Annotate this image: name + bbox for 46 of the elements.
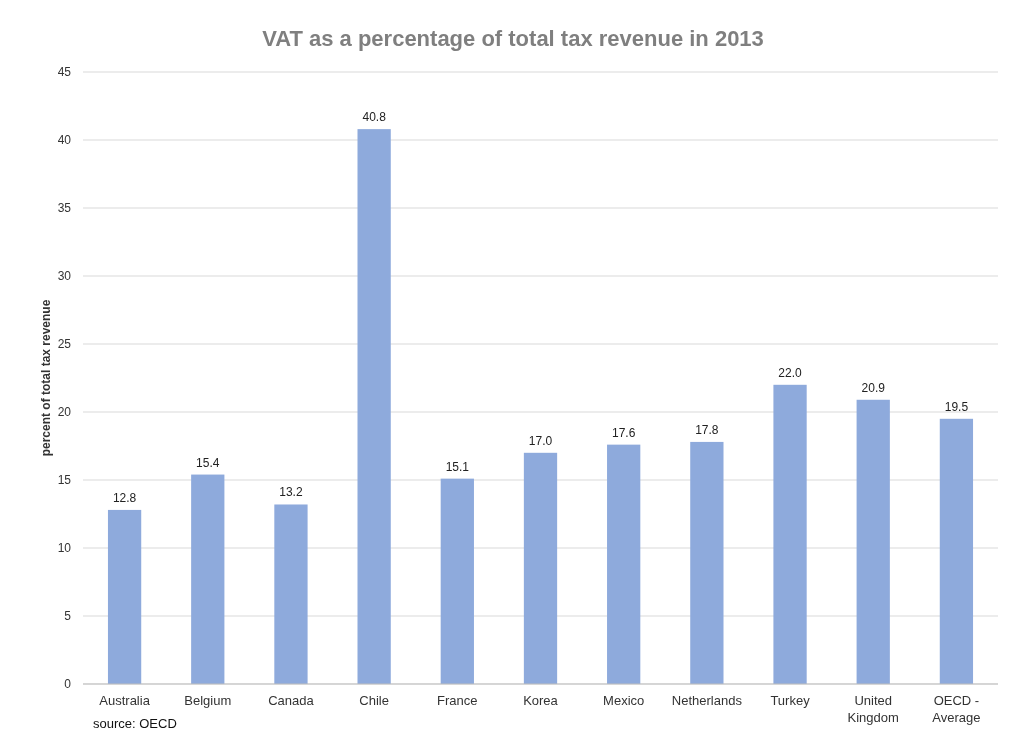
x-tick-label: Belgium — [184, 693, 232, 708]
x-tick-label: Netherlands — [671, 693, 743, 708]
data-label: 40.8 — [362, 110, 387, 125]
x-tick-label: Canada — [268, 693, 315, 708]
bar — [440, 478, 474, 684]
data-label: 12.8 — [112, 490, 137, 505]
x-tick-label: Turkey — [770, 693, 811, 708]
y-axis-title: percent of total tax revenue — [39, 299, 53, 457]
source-note: source: OECD — [93, 716, 177, 731]
y-tick-label: 15 — [57, 473, 72, 488]
bar — [523, 452, 558, 684]
data-label: 17.6 — [612, 425, 636, 440]
y-tick-label: 45 — [57, 65, 72, 80]
y-tick-label: 5 — [64, 609, 72, 624]
x-tick-label: France — [437, 693, 478, 708]
data-label: 22.0 — [778, 365, 803, 380]
y-tick-label: 10 — [57, 541, 72, 556]
x-tick-label: OECD - Average — [932, 693, 981, 725]
y-tick-label: 35 — [57, 201, 72, 216]
bar — [191, 474, 225, 684]
data-label: 19.5 — [944, 399, 969, 414]
data-label: 15.4 — [196, 455, 220, 470]
x-tick-label: Chile — [359, 693, 389, 708]
x-tick-label: Mexico — [603, 693, 645, 708]
chart-title: VAT as a percentage of total tax revenue in 2013 — [262, 26, 764, 51]
bar — [773, 384, 807, 684]
bar — [357, 129, 391, 684]
y-tick-label: 30 — [57, 269, 72, 284]
x-tick-label: Australia — [99, 693, 151, 708]
data-label: 17.0 — [528, 433, 553, 448]
data-label: 17.8 — [695, 422, 719, 437]
y-tick-label: 0 — [64, 677, 72, 692]
bar — [607, 444, 641, 684]
x-tick-label: Korea — [523, 693, 559, 708]
bar — [856, 399, 890, 684]
bar — [690, 441, 724, 684]
bar — [107, 509, 142, 684]
bar — [274, 504, 308, 684]
bar — [939, 418, 974, 684]
y-tick-label: 25 — [57, 337, 72, 352]
data-label: 13.2 — [279, 485, 303, 500]
y-tick-label: 20 — [57, 405, 72, 420]
y-tick-label: 40 — [57, 133, 72, 148]
data-label: 15.1 — [445, 459, 470, 474]
x-tick-label: United Kingdom — [847, 693, 899, 725]
data-label: 20.9 — [861, 380, 886, 395]
